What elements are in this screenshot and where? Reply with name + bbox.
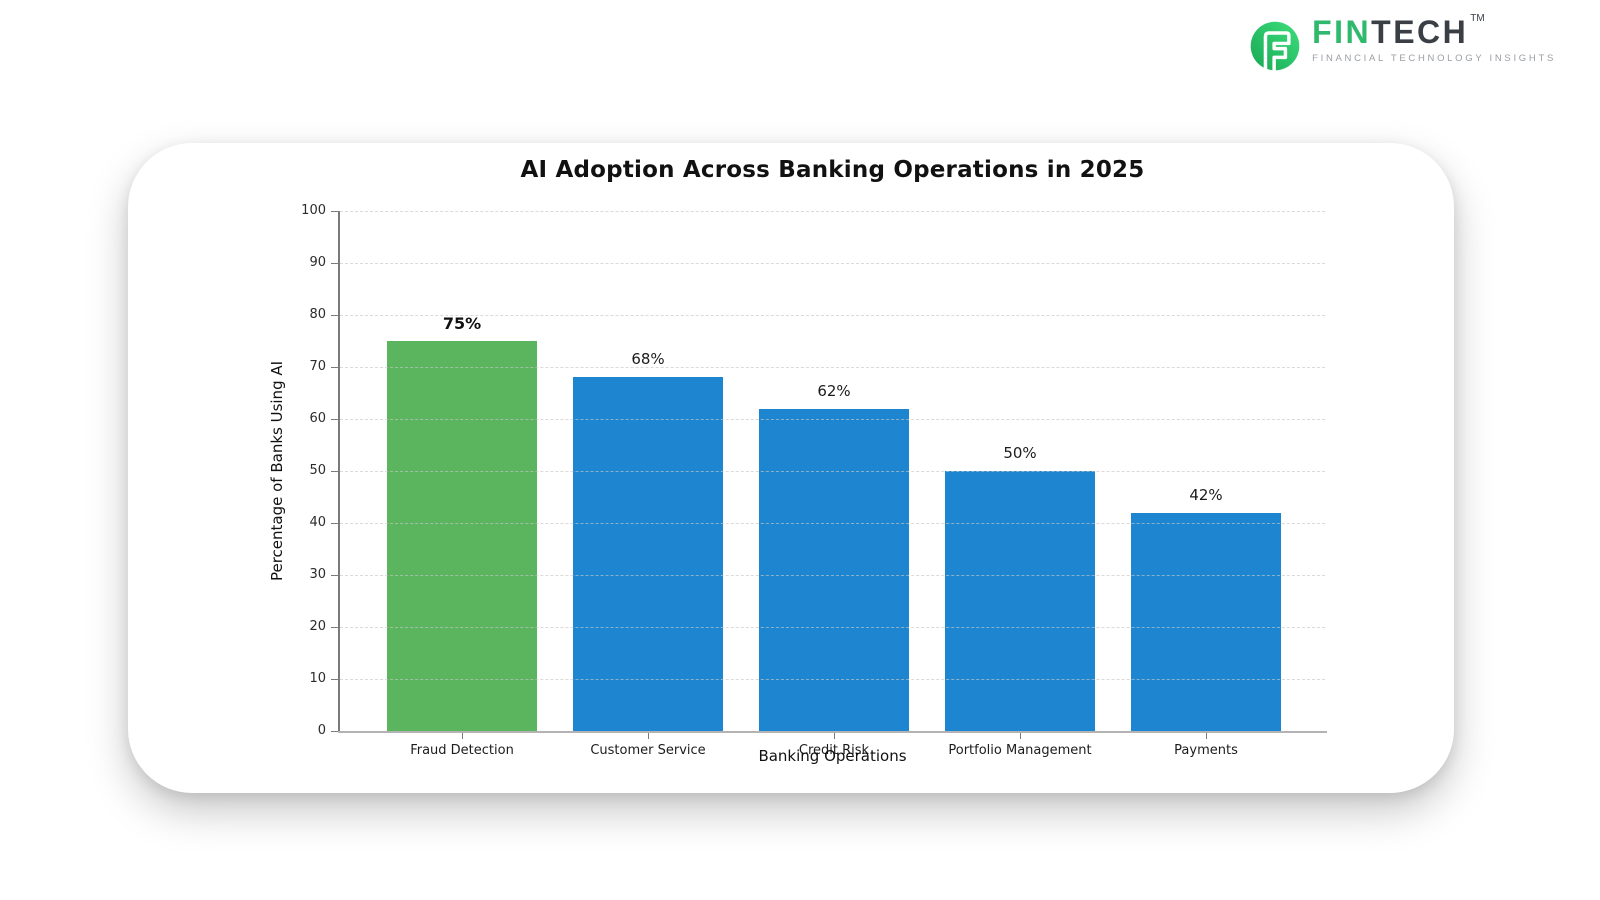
category-label-payments: Payments bbox=[1174, 743, 1238, 758]
trademark-symbol: TM bbox=[1470, 13, 1485, 24]
fintech-tagline: FINANCIAL TECHNOLOGY INSIGHTS bbox=[1312, 53, 1556, 64]
y-tick-label-40: 40 bbox=[309, 515, 326, 530]
category-label-fraud-detection: Fraud Detection bbox=[410, 743, 514, 758]
gridline-90 bbox=[340, 263, 1325, 264]
gridline-10 bbox=[340, 679, 1325, 680]
value-label-payments: 42% bbox=[1189, 486, 1223, 504]
bar-fraud-detection bbox=[387, 341, 537, 731]
y-tick-100 bbox=[331, 211, 338, 212]
value-label-customer-service: 68% bbox=[631, 350, 665, 368]
y-tick-30 bbox=[331, 575, 338, 576]
value-label-credit-risk: 62% bbox=[817, 382, 851, 400]
x-tick-fraud-detection bbox=[462, 733, 463, 739]
bar-credit-risk bbox=[759, 409, 909, 731]
x-axis-label: Banking Operations bbox=[758, 747, 907, 765]
gridline-100 bbox=[340, 211, 1325, 212]
category-label-customer-service: Customer Service bbox=[590, 743, 706, 758]
fintech-wordmark-fin: FIN bbox=[1312, 14, 1372, 50]
y-tick-label-90: 90 bbox=[309, 255, 326, 270]
x-tick-credit-risk bbox=[834, 733, 835, 739]
x-tick-customer-service bbox=[648, 733, 649, 739]
y-tick-0 bbox=[331, 731, 338, 732]
category-label-credit-risk: Credit Risk bbox=[798, 743, 870, 758]
gridline-70 bbox=[340, 367, 1325, 368]
fintech-logo-text: FINTECH TM FINANCIAL TECHNOLOGY INSIGHTS bbox=[1312, 13, 1556, 65]
y-tick-70 bbox=[331, 367, 338, 368]
gridline-40 bbox=[340, 523, 1325, 524]
y-tick-label-0: 0 bbox=[317, 723, 326, 738]
y-tick-label-80: 80 bbox=[309, 307, 326, 322]
y-tick-80 bbox=[331, 315, 338, 316]
y-tick-label-100: 100 bbox=[301, 203, 326, 218]
bar-customer-service bbox=[573, 377, 723, 731]
value-label-portfolio-management: 50% bbox=[1003, 444, 1037, 462]
y-tick-label-30: 30 bbox=[309, 567, 326, 582]
y-tick-10 bbox=[331, 679, 338, 680]
bar-payments bbox=[1131, 513, 1281, 731]
category-label-portfolio-management: Portfolio Management bbox=[948, 743, 1092, 758]
y-tick-20 bbox=[331, 627, 338, 628]
gridline-60 bbox=[340, 419, 1325, 420]
y-tick-label-60: 60 bbox=[309, 411, 326, 426]
y-tick-label-20: 20 bbox=[309, 619, 326, 634]
fintech-wordmark: FINTECH TM bbox=[1312, 13, 1556, 50]
plot-area: 0 10 20 30 40 50 60 70 80 90 100 75% Fraud Detection… bbox=[301, 203, 1327, 758]
gridline-30 bbox=[340, 575, 1325, 576]
y-axis-spine bbox=[338, 211, 340, 733]
y-tick-90 bbox=[331, 263, 338, 264]
y-tick-60 bbox=[331, 419, 338, 420]
gridline-50 bbox=[340, 471, 1325, 472]
chart-title: AI Adoption Across Banking Operations in… bbox=[520, 157, 1145, 183]
value-label-fraud-detection: 75% bbox=[442, 314, 482, 333]
gridline-80 bbox=[340, 315, 1325, 316]
x-tick-payments bbox=[1206, 733, 1207, 739]
y-tick-label-10: 10 bbox=[309, 671, 326, 686]
gridline-20 bbox=[340, 627, 1325, 628]
fintech-logo: FINTECH TM FINANCIAL TECHNOLOGY INSIGHTS bbox=[1247, 13, 1556, 86]
y-tick-label-50: 50 bbox=[309, 463, 326, 478]
bar-portfolio-management bbox=[945, 471, 1095, 731]
fintech-f-icon bbox=[1250, 21, 1300, 80]
fintech-wordmark-tech: TECH bbox=[1371, 14, 1469, 50]
x-tick-portfolio-management bbox=[1020, 733, 1021, 739]
x-axis-spine bbox=[338, 731, 1327, 733]
y-tick-40 bbox=[331, 523, 338, 524]
y-tick-50 bbox=[331, 471, 338, 472]
y-tick-label-70: 70 bbox=[309, 359, 326, 374]
